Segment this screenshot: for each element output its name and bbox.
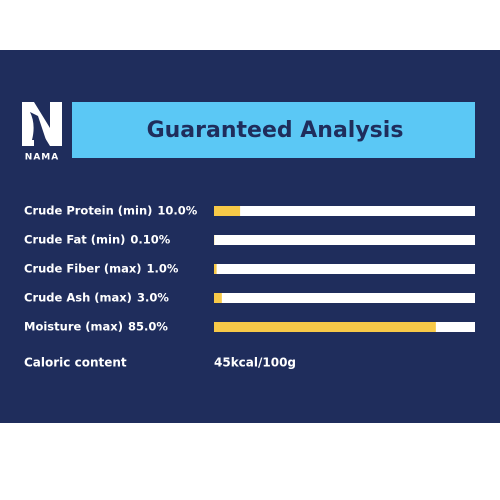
value-label: 3.0% bbox=[137, 291, 169, 305]
value-label: 10.0% bbox=[157, 204, 197, 218]
bar bbox=[214, 293, 222, 303]
caloric-label: Caloric content bbox=[24, 356, 127, 370]
bar-track bbox=[214, 264, 475, 274]
bar-track bbox=[214, 206, 475, 216]
bar bbox=[214, 264, 217, 274]
row-label: Crude Ash (max) bbox=[24, 291, 132, 305]
logo-cat bbox=[30, 112, 46, 140]
bar-track bbox=[214, 293, 475, 303]
bar-track bbox=[214, 235, 475, 245]
value-label: 1.0% bbox=[147, 262, 179, 276]
logo-text: NAMA bbox=[25, 153, 59, 163]
row-label: Moisture (max) bbox=[24, 320, 123, 334]
row-label: Crude Fiber (max) bbox=[24, 262, 142, 276]
value-label: 85.0% bbox=[128, 320, 168, 334]
row-label: Crude Fat (min) bbox=[24, 233, 125, 247]
title-box bbox=[72, 102, 475, 158]
value-label: 0.10% bbox=[130, 233, 170, 247]
bar bbox=[214, 206, 241, 216]
bar bbox=[214, 322, 436, 332]
row-label: Crude Protein (min) bbox=[24, 204, 152, 218]
caloric-value: 45kcal/100g bbox=[214, 356, 296, 370]
chart-title: Guaranteed Analysis bbox=[147, 118, 404, 143]
